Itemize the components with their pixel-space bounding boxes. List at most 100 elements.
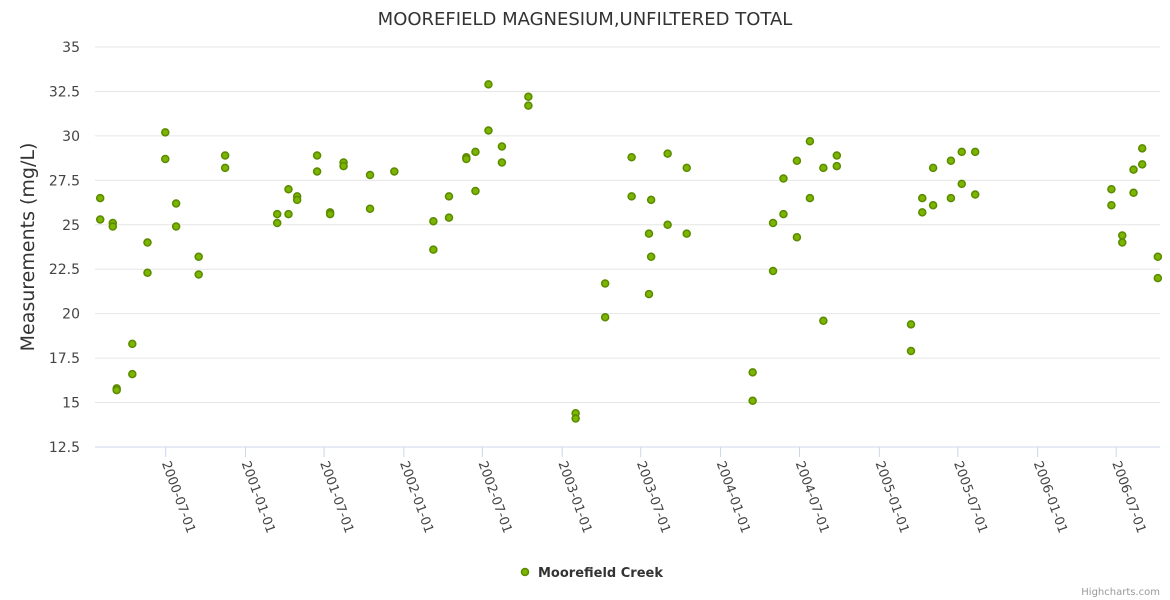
data-point[interactable]: [906, 320, 916, 329]
data-point[interactable]: [946, 156, 956, 166]
data-point[interactable]: [1107, 184, 1116, 194]
data-point[interactable]: [429, 216, 438, 226]
data-point[interactable]: [1129, 165, 1138, 174]
data-point[interactable]: [497, 158, 507, 167]
data-point[interactable]: [1137, 144, 1147, 153]
data-point[interactable]: [143, 268, 152, 278]
data-point[interactable]: [284, 184, 293, 194]
data-point[interactable]: [524, 101, 533, 110]
data-point[interactable]: [312, 167, 322, 176]
legend[interactable]: Moorefield Creek: [520, 566, 664, 581]
data-point[interactable]: [646, 252, 656, 262]
data-point[interactable]: [484, 126, 493, 135]
data-point[interactable]: [970, 147, 980, 157]
data-point[interactable]: [95, 215, 105, 224]
data-point[interactable]: [390, 167, 399, 176]
data-point[interactable]: [429, 245, 438, 254]
legend-item-moorefield-creek[interactable]: Moorefield Creek: [538, 566, 663, 581]
data-point[interactable]: [143, 238, 152, 247]
data-point[interactable]: [284, 209, 293, 219]
data-point[interactable]: [171, 222, 181, 231]
data-point[interactable]: [748, 396, 757, 406]
data-point[interactable]: [957, 179, 966, 189]
data-point[interactable]: [627, 152, 636, 162]
data-point[interactable]: [112, 385, 121, 395]
y-tick-label: 15: [62, 396, 80, 412]
data-point[interactable]: [484, 80, 493, 89]
legend-marker: [520, 567, 530, 577]
data-point[interactable]: [792, 156, 802, 166]
data-point[interactable]: [1107, 200, 1116, 210]
data-point[interactable]: [682, 163, 691, 173]
data-point[interactable]: [918, 193, 927, 203]
data-point[interactable]: [108, 222, 118, 231]
data-point[interactable]: [1137, 160, 1147, 169]
data-point[interactable]: [444, 192, 454, 201]
data-point[interactable]: [600, 312, 610, 322]
data-point[interactable]: [663, 149, 672, 158]
data-point[interactable]: [365, 204, 375, 214]
data-point[interactable]: [906, 346, 916, 356]
data-point[interactable]: [128, 369, 137, 379]
data-point[interactable]: [805, 136, 815, 146]
data-point[interactable]: [471, 186, 480, 196]
data-point[interactable]: [1118, 231, 1127, 240]
data-point[interactable]: [128, 339, 137, 349]
data-point[interactable]: [819, 316, 828, 326]
data-point[interactable]: [768, 266, 778, 276]
data-point[interactable]: [161, 128, 170, 137]
data-point[interactable]: [970, 190, 980, 199]
data-point[interactable]: [779, 174, 788, 183]
data-point[interactable]: [644, 229, 654, 238]
data-point[interactable]: [646, 195, 656, 205]
data-point[interactable]: [220, 163, 230, 173]
data-point[interactable]: [805, 193, 815, 203]
x-tick-label: 2004-01-01: [713, 459, 753, 535]
data-point[interactable]: [1129, 188, 1138, 198]
data-point[interactable]: [918, 208, 927, 217]
series-moorefield-creek[interactable]: [95, 80, 1163, 423]
data-point[interactable]: [1118, 238, 1127, 247]
data-point[interactable]: [832, 151, 842, 160]
data-point[interactable]: [832, 161, 842, 171]
data-point[interactable]: [627, 192, 636, 201]
x-tick-label: 2006-01-01: [1030, 459, 1070, 535]
credits-link[interactable]: Highcharts.com: [1081, 587, 1160, 598]
data-point[interactable]: [779, 209, 788, 219]
data-point[interactable]: [1153, 273, 1163, 283]
data-point[interactable]: [663, 220, 672, 230]
data-point[interactable]: [928, 163, 938, 173]
data-point[interactable]: [194, 252, 203, 262]
data-point[interactable]: [272, 209, 282, 219]
data-point[interactable]: [1153, 252, 1163, 262]
data-point[interactable]: [365, 170, 375, 180]
data-point[interactable]: [600, 279, 610, 288]
data-point[interactable]: [194, 270, 203, 279]
data-point[interactable]: [768, 218, 778, 228]
data-point[interactable]: [792, 232, 802, 242]
data-point[interactable]: [644, 289, 654, 299]
data-point[interactable]: [325, 209, 335, 219]
data-point[interactable]: [339, 161, 348, 171]
data-point[interactable]: [928, 200, 938, 210]
data-point[interactable]: [220, 151, 230, 160]
data-point[interactable]: [819, 163, 828, 173]
data-point[interactable]: [312, 151, 322, 160]
data-point[interactable]: [272, 218, 282, 228]
data-point[interactable]: [462, 154, 471, 164]
data-point[interactable]: [957, 147, 966, 157]
data-point[interactable]: [748, 368, 757, 377]
data-point[interactable]: [946, 193, 956, 203]
data-point[interactable]: [171, 199, 181, 208]
data-point[interactable]: [95, 193, 105, 203]
data-point[interactable]: [471, 147, 480, 157]
data-point[interactable]: [571, 414, 580, 423]
data-point[interactable]: [682, 229, 691, 238]
data-point[interactable]: [524, 92, 533, 102]
data-point[interactable]: [444, 213, 454, 222]
data-point[interactable]: [292, 195, 302, 205]
data-point[interactable]: [161, 154, 170, 164]
data-point[interactable]: [497, 142, 507, 151]
y-axis-ticks: 12.5 15 17.5 20 22.5 25 27.5 30 32.5 35: [49, 40, 80, 456]
x-tick-label: 2001-07-01: [316, 459, 356, 535]
